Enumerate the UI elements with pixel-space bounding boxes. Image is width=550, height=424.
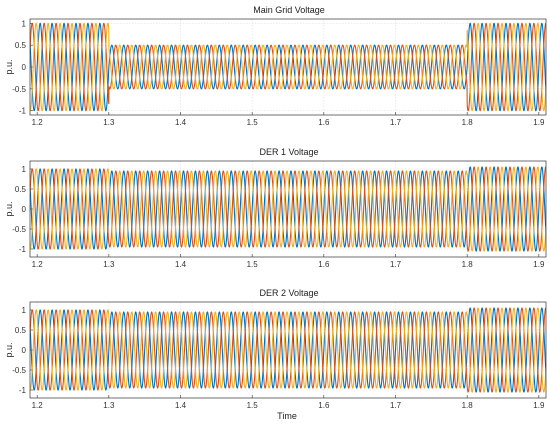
series-group [30,166,546,252]
x-tick-label: 1.6 [318,401,330,410]
y-tick-label: 0.5 [15,185,27,194]
plot-area: 1.2 1.3 1.4 1.5 1.6 1.7 1.8 1.9 1 0.5 0 -0.5 -1 [12,18,547,127]
series-line-phase-3 [30,307,546,393]
x-tick-label: 1.3 [103,118,115,127]
y-tick-label: -0.5 [12,85,26,94]
x-tick-label: 1.7 [390,118,402,127]
x-axis-label: Time [277,411,297,421]
chart-title: DER 1 Voltage [259,147,318,157]
x-tick-label: 1.8 [462,260,474,269]
x-tick-label: 1.4 [175,401,187,410]
x-tick-label: 1.4 [175,260,187,269]
y-tick-label: 0.5 [15,41,27,50]
y-tick-label: 1 [22,306,27,315]
x-tick-label: 1.6 [318,118,330,127]
x-tick-label: 1.3 [103,401,115,410]
x-tick-label: 1.3 [103,260,115,269]
plot-frame [29,18,547,116]
y-axis-label: p.u. [4,342,14,357]
x-tick-label: 1.8 [462,118,474,127]
x-tick-label: 1.8 [462,401,474,410]
series-line-phase-3 [30,166,546,252]
chart-panel-main-grid: Main Grid Voltage p.u. 1.2 1.3 1.4 1.5 1.6 1.… [4,5,547,127]
x-tick-label: 1.2 [32,118,44,127]
series-line-phase-2 [30,307,546,393]
y-axis-label: p.u. [4,59,14,74]
x-tick-label: 1.6 [318,260,330,269]
y-tick-label: -1 [19,386,27,395]
series-line-phase-3 [30,22,546,112]
chart-panel-der1: DER 1 Voltage p.u. 1.2 1.3 1.4 1.5 1.6 1.7 1.8… [4,147,547,269]
x-tick-label: 1.4 [175,118,187,127]
plot-frame [29,301,547,399]
y-tick-label: 0.5 [15,326,27,335]
series-line-phase-2 [30,22,546,112]
plot-area: 1.2 1.3 1.4 1.5 1.6 1.7 1.8 1.9 1 0.5 0 -0.5 -1 [12,301,547,410]
x-tick-label: 1.9 [533,260,545,269]
x-tick-label: 1.9 [533,118,545,127]
y-tick-label: -1 [19,107,27,116]
y-tick-label: -0.5 [12,225,26,234]
series-group [30,307,546,393]
x-tick-label: 1.2 [32,260,44,269]
x-tick-label: 1.5 [247,401,259,410]
series-group [30,22,546,112]
plot-area: 1.2 1.3 1.4 1.5 1.6 1.7 1.8 1.9 1 0.5 0 -0.5 -1 [12,160,547,269]
y-tick-label: 0 [22,205,27,214]
x-tick-label: 1.5 [247,260,259,269]
y-tick-label: -1 [19,245,27,254]
y-tick-label: 1 [22,19,27,28]
y-tick-label: 0 [22,346,27,355]
y-tick-label: 1 [22,165,27,174]
series-line-phase-2 [30,166,546,252]
chart-panel-der2: DER 2 Voltage p.u. 1.2 1.3 1.4 1.5 1.6 1.7 1.8… [4,288,547,421]
chart-title: Main Grid Voltage [253,5,325,15]
y-axis-label: p.u. [4,201,14,216]
x-tick-label: 1.7 [390,260,402,269]
x-tick-label: 1.5 [247,118,259,127]
chart-title: DER 2 Voltage [259,288,318,298]
y-tick-label: -0.5 [12,366,26,375]
y-tick-label: 0 [22,63,27,72]
x-tick-label: 1.9 [533,401,545,410]
x-tick-label: 1.2 [32,401,44,410]
plot-frame [29,160,547,258]
x-tick-label: 1.7 [390,401,402,410]
